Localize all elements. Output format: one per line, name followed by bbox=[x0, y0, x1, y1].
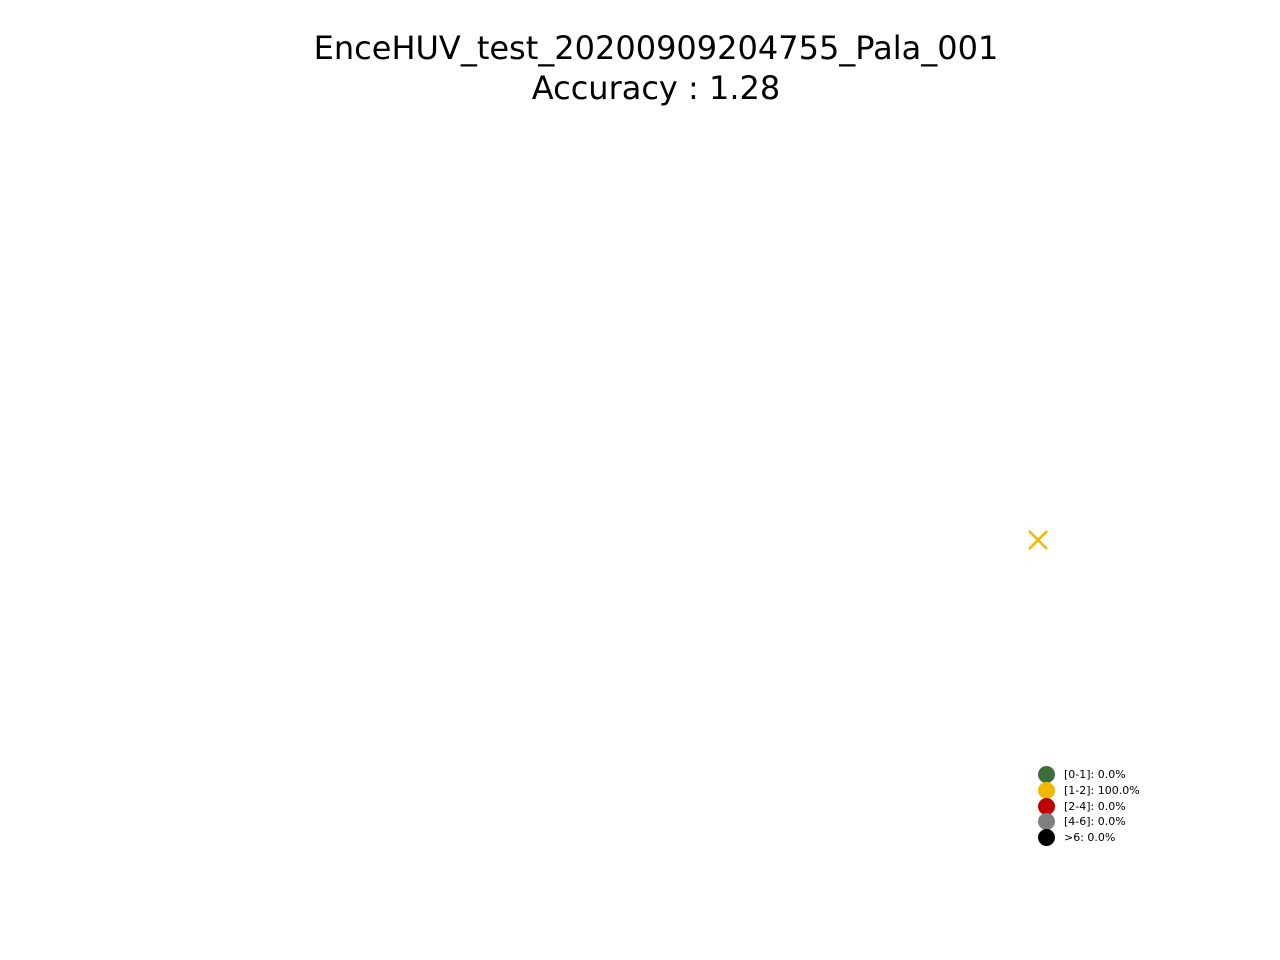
legend-label: >6: 0.0% bbox=[1064, 831, 1116, 845]
legend-marker-icon bbox=[1038, 797, 1055, 815]
legend-marker-icon bbox=[1038, 766, 1055, 784]
legend-label: [2-4]: 0.0% bbox=[1064, 799, 1126, 813]
chart-title: EnceHUV_test_20200909204755_Pala_001 bbox=[313, 29, 999, 67]
legend-item: [4-6]: 0.0% bbox=[1036, 813, 1166, 831]
chart-title-block: EnceHUV_test_20200909204755_Pala_001 Acc… bbox=[0, 28, 1280, 108]
legend: [0-1]: 0.0% [1-2]: 100.0% [2-4]: 0.0% [4… bbox=[1036, 766, 1166, 847]
legend-item: [2-4]: 0.0% bbox=[1036, 797, 1166, 815]
legend-label: [0-1]: 0.0% bbox=[1064, 768, 1126, 782]
legend-marker-icon bbox=[1038, 829, 1055, 847]
legend-label: [1-2]: 100.0% bbox=[1064, 784, 1140, 798]
chart-subtitle: Accuracy : 1.28 bbox=[531, 69, 781, 107]
data-point-marker bbox=[1028, 530, 1048, 550]
legend-label: [4-6]: 0.0% bbox=[1064, 815, 1126, 829]
legend-item: >6: 0.0% bbox=[1036, 829, 1166, 847]
legend-marker-icon bbox=[1038, 782, 1055, 800]
legend-item: [1-2]: 100.0% bbox=[1036, 782, 1166, 800]
legend-item: [0-1]: 0.0% bbox=[1036, 766, 1166, 784]
legend-marker-icon bbox=[1038, 813, 1055, 831]
